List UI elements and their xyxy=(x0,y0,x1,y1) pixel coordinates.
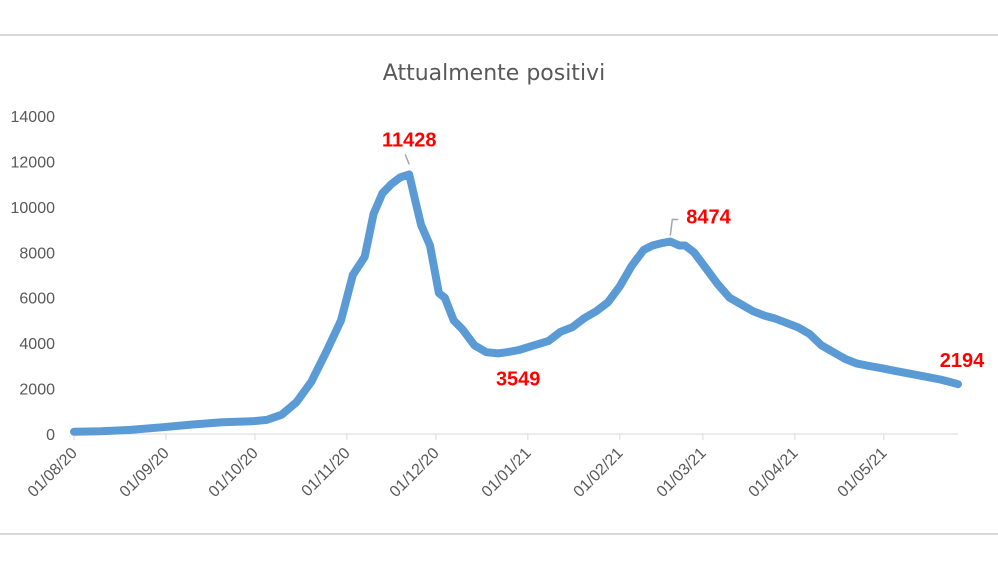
data-label-leader xyxy=(669,218,679,236)
chart-title: Attualmente positivi xyxy=(383,61,605,86)
x-tick-label: 01/12/20 xyxy=(387,445,443,501)
x-tick-label: 01/05/21 xyxy=(835,445,891,501)
data-label-leader xyxy=(404,154,410,165)
y-tick-label: 8000 xyxy=(19,245,55,262)
x-tick-label: 01/03/21 xyxy=(654,445,710,501)
series-layer xyxy=(70,170,962,436)
x-axis-ticks: 01/08/20 01/09/20 01/10/20 01/11/20 01/12/20… xyxy=(25,434,891,501)
x-tick-label: 01/10/20 xyxy=(206,445,262,501)
y-axis-ticks: 0 2000 4000 6000 8000 10000 12000 14000 xyxy=(11,109,56,444)
x-tick-label: 01/09/20 xyxy=(117,445,173,501)
x-tick-label: 01/01/21 xyxy=(479,445,535,501)
y-tick-label: 4000 xyxy=(19,336,55,353)
y-tick-label: 12000 xyxy=(11,154,56,171)
y-tick-label: 6000 xyxy=(19,291,55,308)
y-tick-label: 0 xyxy=(46,427,55,444)
x-tick-label: 01/04/21 xyxy=(746,445,802,501)
y-tick-label: 14000 xyxy=(11,109,56,126)
x-tick-label: 01/08/20 xyxy=(25,445,81,501)
data-label: 11428 xyxy=(382,129,437,151)
data-label: 3549 xyxy=(496,368,541,390)
x-tick-label: 01/02/21 xyxy=(571,445,627,501)
series-line xyxy=(70,170,962,436)
y-tick-label: 2000 xyxy=(19,382,55,399)
data-label: 8474 xyxy=(686,207,731,229)
x-tick-label: 01/11/20 xyxy=(299,445,354,500)
y-tick-label: 10000 xyxy=(11,200,56,217)
annotation-layer: 11428 3549 8474 2194 xyxy=(382,129,985,390)
data-label: 2194 xyxy=(940,350,985,372)
